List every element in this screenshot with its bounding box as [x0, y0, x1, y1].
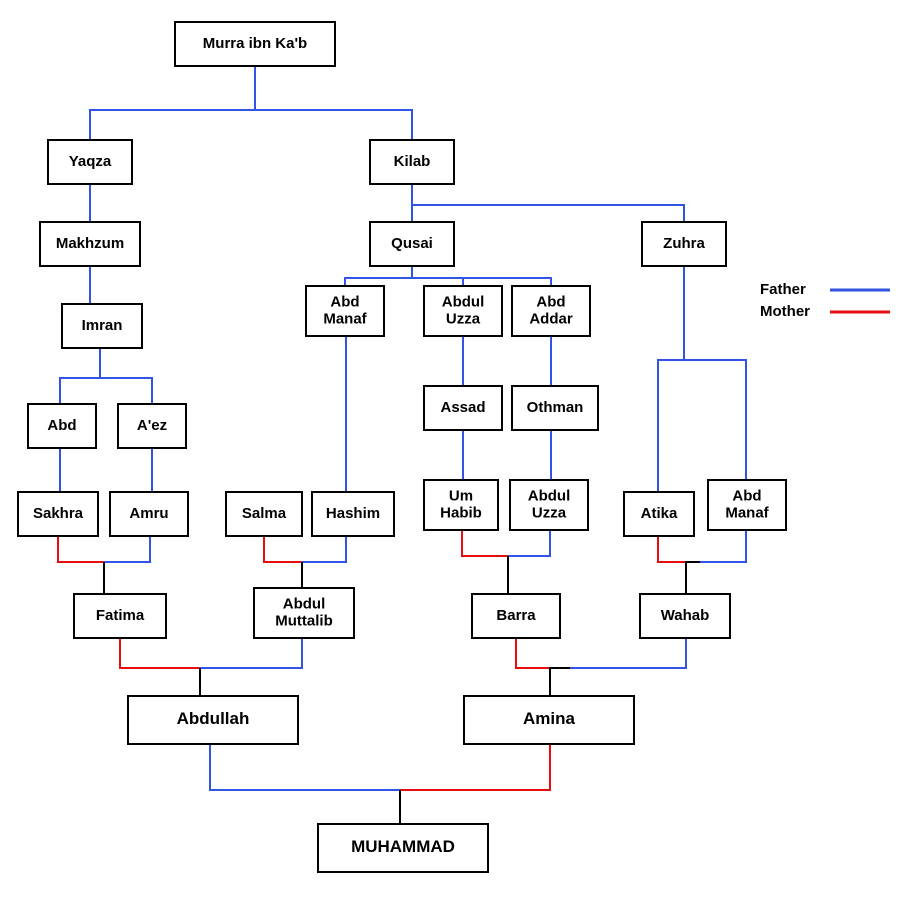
edge-father-24 — [302, 536, 346, 562]
node-muhammad: MUHAMMAD — [318, 824, 488, 872]
node-muhammad-label: MUHAMMAD — [351, 837, 455, 856]
node-fatima-label: Fatima — [96, 607, 145, 624]
edge-father-9 — [60, 348, 100, 404]
edge-father-21 — [104, 536, 150, 562]
node-abdullah: Abdullah — [128, 696, 298, 744]
node-amina-label: Amina — [523, 709, 576, 728]
edge-join-37 — [550, 668, 570, 696]
node-hashim-label: Hashim — [326, 505, 380, 522]
edge-father-1 — [255, 66, 412, 140]
node-amru: Amru — [110, 492, 188, 536]
node-atika-label: Atika — [641, 505, 678, 522]
node-um_habib: UmHabib — [424, 480, 498, 530]
node-abd_addar: AbdAddar — [512, 286, 590, 336]
node-qusai-label: Qusai — [391, 235, 433, 252]
node-aez: A'ez — [118, 404, 186, 448]
node-fatima: Fatima — [74, 594, 166, 638]
edge-father-18 — [684, 266, 746, 480]
edge-mother-20 — [58, 536, 104, 562]
node-wahab-label: Wahab — [661, 607, 710, 624]
edge-father-19 — [658, 266, 684, 492]
edge-join-31 — [686, 562, 700, 594]
edge-mother-39 — [400, 744, 550, 790]
node-imran: Imran — [62, 304, 142, 348]
node-wahab: Wahab — [640, 594, 730, 638]
node-hashim: Hashim — [312, 492, 394, 536]
edge-father-33 — [200, 638, 302, 668]
node-abdul_mutt: AbdulMuttalib — [254, 588, 354, 638]
nodes-layer: Murra ibn Ka'b Yaqza Kilab Makhzum Qusai Zuhr… — [18, 22, 786, 872]
node-abd_manaf2: AbdManaf — [708, 480, 786, 530]
node-yaqza-label: Yaqza — [69, 153, 112, 170]
node-abdul_uzza2-label: AbdulUzza — [528, 487, 571, 521]
node-abdul_uzza1: AbdulUzza — [424, 286, 502, 336]
node-barra: Barra — [472, 594, 560, 638]
node-murra: Murra ibn Ka'b — [175, 22, 335, 66]
node-salma: Salma — [226, 492, 302, 536]
edge-father-0 — [90, 66, 255, 140]
legend-label-father: Father — [760, 281, 806, 298]
node-abdullah-label: Abdullah — [177, 709, 250, 728]
node-kilab: Kilab — [370, 140, 454, 184]
node-murra-label: Murra ibn Ka'b — [203, 35, 307, 52]
node-salma-label: Salma — [242, 505, 287, 522]
legend-label-mother: Mother — [760, 303, 810, 320]
node-othman-label: Othman — [527, 399, 584, 416]
node-abd_manaf1: AbdManaf — [306, 286, 384, 336]
node-amina: Amina — [464, 696, 634, 744]
node-qusai: Qusai — [370, 222, 454, 266]
node-sakhra: Sakhra — [18, 492, 98, 536]
edge-mother-26 — [462, 530, 508, 556]
node-othman: Othman — [512, 386, 598, 430]
node-atika: Atika — [624, 492, 694, 536]
edge-father-27 — [508, 530, 550, 556]
node-aez-label: A'ez — [137, 417, 167, 434]
node-sakhra-label: Sakhra — [33, 505, 84, 522]
edge-father-6 — [345, 266, 412, 286]
edge-father-3 — [412, 184, 684, 222]
node-abd-label: Abd — [47, 417, 76, 434]
edge-mother-35 — [516, 638, 570, 668]
node-zuhra-label: Zuhra — [663, 235, 705, 252]
node-imran-label: Imran — [82, 317, 123, 334]
node-kilab-label: Kilab — [394, 153, 431, 170]
legend: Father Mother — [760, 281, 890, 320]
node-makhzum: Makhzum — [40, 222, 140, 266]
family-tree-diagram: Murra ibn Ka'b Yaqza Kilab Makhzum Qusai Zuhr… — [0, 0, 918, 910]
node-assad-label: Assad — [440, 399, 485, 416]
node-amru-label: Amru — [129, 505, 168, 522]
node-abdul_mutt-label: AbdulMuttalib — [275, 595, 333, 629]
node-barra-label: Barra — [496, 607, 536, 624]
edge-father-10 — [100, 348, 152, 404]
edge-mother-32 — [120, 638, 200, 668]
edge-father-36 — [570, 638, 686, 668]
node-assad: Assad — [424, 386, 502, 430]
edge-father-38 — [210, 744, 400, 790]
edge-father-7 — [412, 266, 463, 286]
node-zuhra: Zuhra — [642, 222, 726, 266]
node-makhzum-label: Makhzum — [56, 235, 124, 252]
node-yaqza: Yaqza — [48, 140, 132, 184]
edge-father-30 — [700, 530, 746, 562]
edge-mother-29 — [658, 536, 700, 562]
node-abdul_uzza1-label: AbdulUzza — [442, 293, 485, 327]
node-abd: Abd — [28, 404, 96, 448]
node-abdul_uzza2: AbdulUzza — [510, 480, 588, 530]
edge-father-8 — [412, 266, 551, 286]
edge-mother-23 — [264, 536, 302, 562]
